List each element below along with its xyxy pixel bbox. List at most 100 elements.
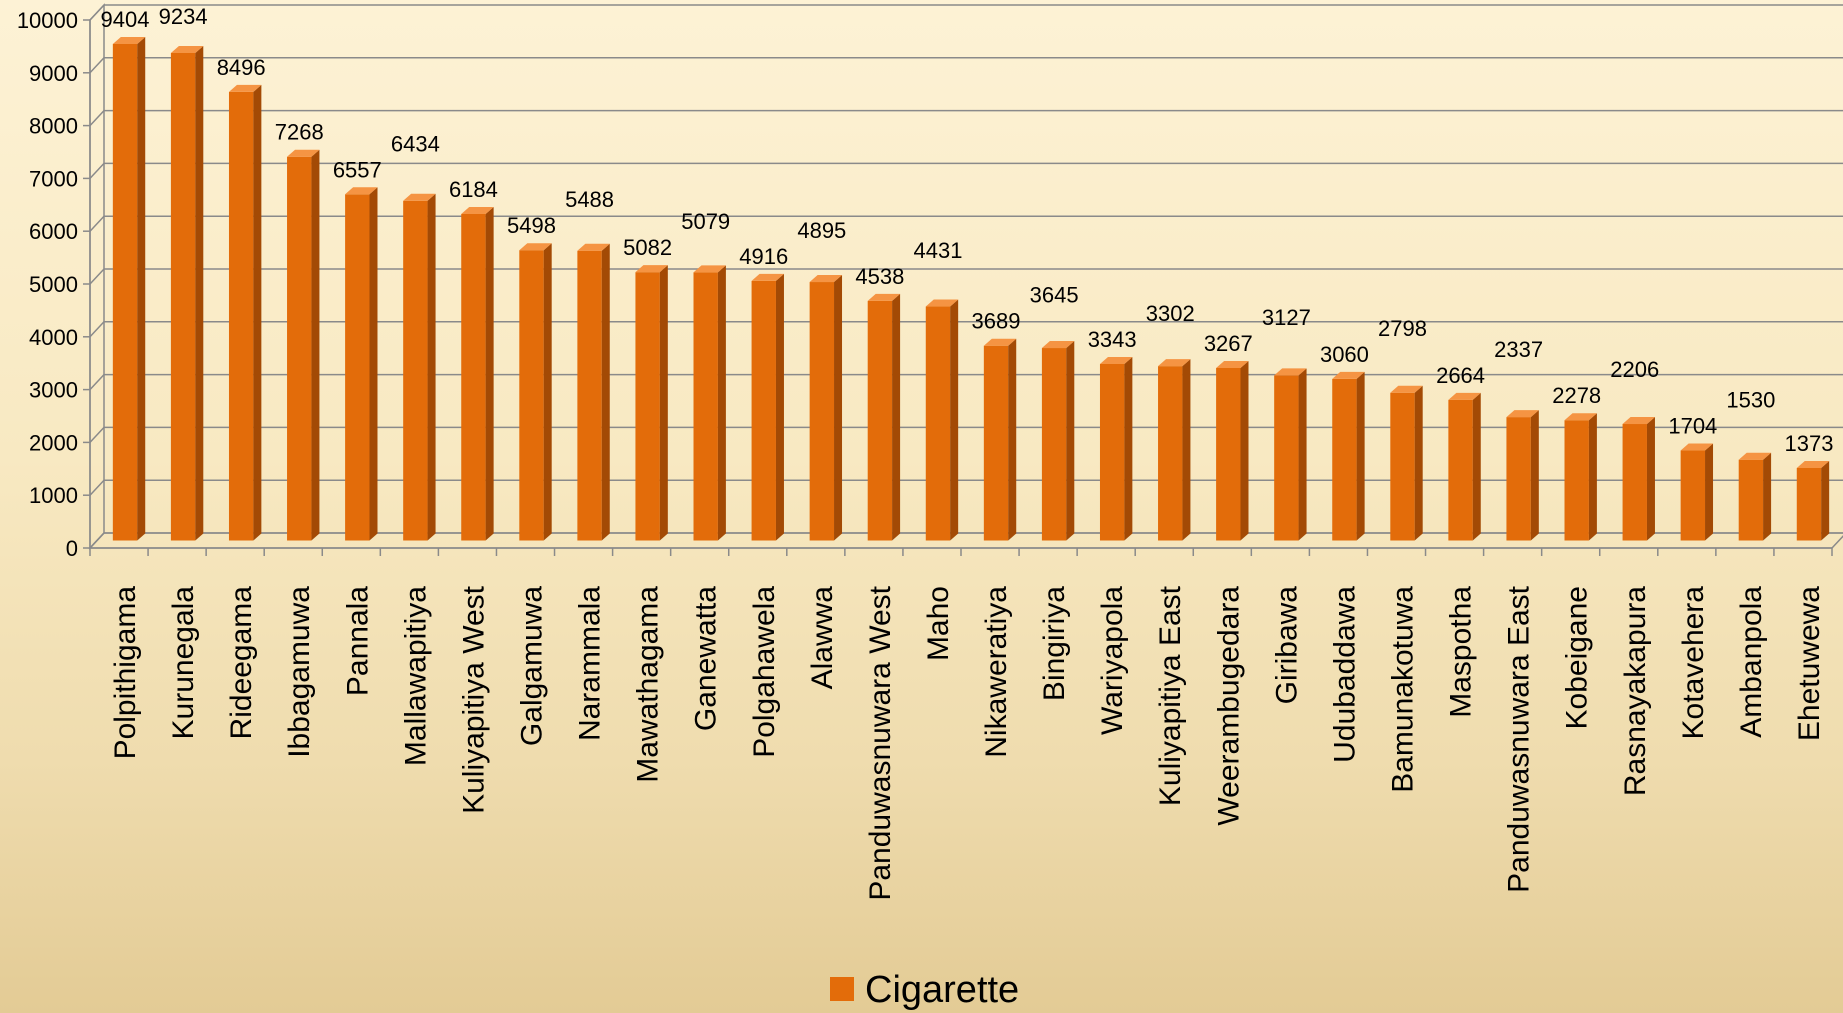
category-label: Alawwa — [806, 586, 839, 690]
bar-top — [1448, 392, 1481, 400]
bar-front — [112, 43, 138, 541]
data-label: 6184 — [449, 177, 498, 202]
category-label: Wariyapola — [1096, 586, 1129, 735]
data-label: 5079 — [681, 209, 730, 234]
category-label: Maho — [922, 586, 955, 661]
category-label: Panduwasnuwara East — [1503, 585, 1536, 893]
bar-side — [1763, 452, 1772, 541]
bar — [577, 243, 610, 541]
category-label: Weerambugedara — [1212, 586, 1245, 826]
bar — [635, 265, 668, 541]
data-label: 3302 — [1146, 301, 1195, 326]
bar-side — [137, 36, 146, 541]
bar-front — [1796, 468, 1822, 541]
bar — [1796, 461, 1830, 541]
gridlines — [89, 4, 1843, 549]
data-label: 4431 — [913, 238, 962, 263]
bar-side — [1240, 361, 1249, 541]
bar — [403, 193, 436, 541]
category-label: Kuliyapitiya West — [457, 585, 490, 814]
category-label: Nikaweratiya — [980, 586, 1013, 758]
bar-top — [461, 206, 494, 214]
data-label: 1373 — [1784, 431, 1833, 456]
y-tick-label: 2000 — [29, 430, 78, 455]
bar-front — [1622, 424, 1647, 541]
bar-front — [519, 250, 544, 541]
data-label: 6434 — [391, 131, 440, 156]
y-tick-label: 3000 — [29, 378, 78, 403]
category-label: Kurunegala — [167, 586, 200, 740]
bar — [345, 187, 378, 541]
bar-top — [983, 338, 1017, 346]
bar-side — [427, 193, 436, 541]
bar — [1158, 359, 1191, 541]
bar — [1564, 413, 1597, 541]
bar-front — [1448, 399, 1473, 541]
bar-top — [403, 193, 436, 201]
bar-side — [1646, 417, 1655, 541]
data-label: 6557 — [333, 157, 382, 182]
bar — [170, 45, 204, 541]
data-label: 3689 — [972, 309, 1021, 334]
bar-front — [461, 213, 486, 541]
bar — [925, 299, 959, 541]
bar-side — [950, 299, 959, 541]
gridline-depth — [89, 479, 105, 496]
y-tick-label: 8000 — [29, 114, 78, 139]
y-axis: 0 1000 2000 3000 4000 5000 6000 7000 8000 9000 100… — [17, 8, 91, 561]
data-label: 9234 — [159, 4, 208, 29]
legend-label: Cigarette — [865, 969, 1019, 1011]
category-label: Udubaddawa — [1328, 586, 1361, 763]
bar-side — [775, 273, 784, 541]
bar — [693, 265, 726, 541]
bar-side — [1414, 385, 1423, 541]
bar — [1448, 392, 1481, 541]
category-label: Rideegama — [225, 586, 258, 740]
bar — [1622, 417, 1655, 541]
gridline-depth — [89, 532, 105, 549]
bar-side — [834, 275, 843, 541]
category-label: Kotavehera — [1677, 586, 1710, 740]
bar-side — [311, 149, 320, 541]
category-label: Panduwasnuwara West — [864, 585, 897, 900]
gridline-depth — [89, 57, 105, 74]
bar-top — [1158, 359, 1191, 367]
bar — [1680, 443, 1714, 541]
bar — [228, 84, 262, 541]
gridline-depth — [89, 110, 105, 127]
y-tick-label: 4000 — [29, 325, 78, 350]
bar-side — [1705, 443, 1714, 541]
gridline-depth — [89, 4, 105, 21]
bar-top — [1622, 417, 1655, 425]
bar-top — [112, 36, 146, 44]
data-label: 5082 — [623, 235, 672, 260]
legend-swatch — [830, 977, 854, 1001]
data-label: 1530 — [1726, 388, 1775, 413]
category-label: Giribawa — [1270, 586, 1303, 705]
y-tick-label: 5000 — [29, 272, 78, 297]
data-label: 5498 — [507, 213, 556, 238]
bar-side — [1356, 371, 1365, 541]
bar-side — [892, 293, 901, 541]
bar-top — [345, 187, 378, 195]
category-label: Ehetuwewa — [1793, 586, 1826, 741]
bar-front — [577, 250, 602, 541]
bar-top — [287, 149, 320, 157]
data-label: 2206 — [1610, 357, 1659, 382]
category-label: Polgahawela — [748, 586, 781, 758]
category-label: Mallawapitiya — [399, 586, 432, 766]
category-label: Ibbagamuwa — [283, 586, 316, 758]
data-label: 3343 — [1088, 327, 1137, 352]
bar-side — [1008, 338, 1017, 541]
bar-top — [1680, 443, 1714, 451]
bar-front — [170, 52, 196, 541]
bar — [809, 275, 843, 541]
bar-front — [1564, 420, 1589, 541]
x-axis — [89, 547, 1833, 556]
bar-front — [983, 345, 1009, 541]
bar-front — [345, 194, 370, 541]
y-tick-label: 9000 — [29, 61, 78, 86]
bar-side — [253, 84, 262, 541]
category-label: Ganewatta — [690, 586, 723, 731]
data-label: 8496 — [217, 55, 266, 80]
